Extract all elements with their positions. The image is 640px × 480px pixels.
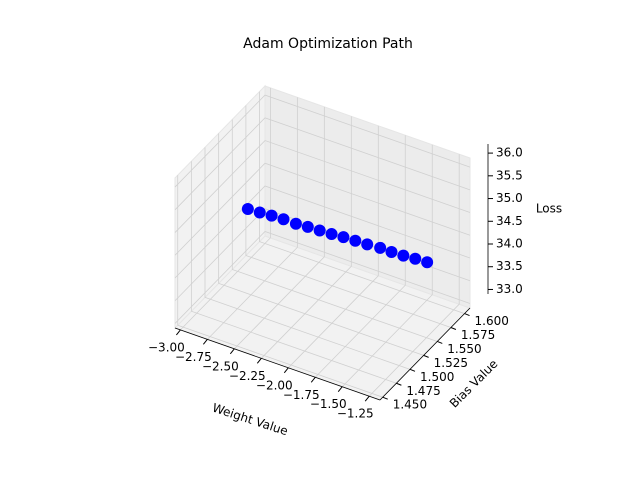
x-tick [229,348,235,355]
grid-line [177,175,383,398]
z-axis-label: Loss [536,202,562,216]
y-tick [423,354,429,358]
x-tick-label: −1.75 [283,388,320,402]
y-tick [382,396,388,400]
point [361,238,374,251]
grid-line [174,140,471,233]
y-axis [379,307,471,401]
y-tick-label: 1.600 [475,314,509,328]
point [265,209,278,222]
back-pane [264,85,471,309]
point [337,231,350,244]
y-tick-label: 1.575 [461,328,495,342]
grid-line [204,147,411,370]
x-tick [337,386,343,393]
y-tick-label: 1.500 [420,370,454,384]
x-axis-label: Weight Value [211,401,290,439]
grid-line [174,162,471,256]
y-tick-label: 1.475 [406,384,440,398]
x-tick [283,367,289,374]
y-tick [464,313,470,317]
x-tick-label: −2.00 [256,378,293,392]
point [253,206,266,219]
point [313,224,326,237]
grid-line [174,230,471,324]
point [374,241,387,254]
point [277,213,290,226]
y-tick [396,382,402,386]
y-tick-label: 1.525 [434,356,468,370]
grid-line [245,105,452,328]
y-tick [409,368,416,372]
point [385,246,398,259]
point [409,252,422,265]
point [325,228,338,241]
x-tick-label: −2.50 [202,359,239,373]
z-tick-label: 36.0 [496,146,523,160]
z-tick-label: 34.5 [496,214,523,228]
grid-line [190,161,397,384]
grid-line [231,119,438,342]
z-tick-label: 34.0 [496,237,523,251]
x-tick [176,329,181,336]
grid-line [174,117,471,211]
point [241,202,254,215]
point [349,234,362,247]
x-axis [174,327,381,401]
point [289,217,302,230]
x-tick [256,358,262,364]
y-tick-label: 1.450 [393,398,427,412]
x-tick [310,376,316,383]
x-tick-label: −1.25 [337,407,374,421]
z-tick-label: 35.5 [496,168,523,182]
x-tick [364,395,370,402]
grid-line [174,185,471,279]
x-tick-label: −2.25 [229,369,266,383]
x-tick-label: −2.75 [175,350,212,364]
grid-line [174,94,471,188]
y-tick [450,327,457,330]
chart-title: Adam Optimization Path [243,36,413,52]
z-tick-label: 33.5 [496,259,523,273]
point [397,249,410,262]
x-tick-label: −1.50 [310,397,347,411]
grid-line [218,133,424,356]
x-tick-label: −3.00 [148,340,185,354]
grid-line [259,91,465,314]
y-tick-label: 1.550 [447,342,481,356]
point [301,220,314,233]
y-tick [437,340,443,344]
x-tick [202,339,208,345]
z-tick-label: 35.0 [496,191,523,205]
z-tick-label: 33.0 [496,282,523,296]
point [421,256,434,269]
